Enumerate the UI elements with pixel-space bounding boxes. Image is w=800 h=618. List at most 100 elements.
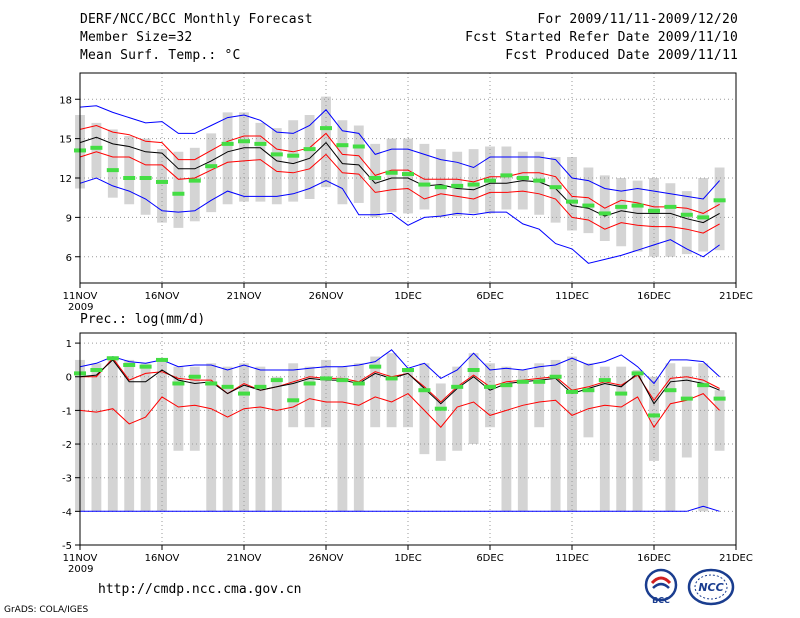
prec-control-marker <box>303 381 316 386</box>
prec-control-marker <box>402 368 414 373</box>
prec-control-marker <box>385 376 398 381</box>
temp-control-marker <box>123 176 136 180</box>
temp-range-bar <box>714 167 725 251</box>
temp-control-marker <box>615 204 628 209</box>
temp-control-marker <box>352 144 365 149</box>
prec-ensemble-min-line <box>80 505 720 512</box>
prec-control-marker <box>336 378 349 383</box>
temp-range-bar <box>632 180 643 252</box>
temp-control-marker <box>369 176 382 180</box>
prec-control-marker <box>320 376 332 381</box>
temp-y-tick-label: 6 <box>66 253 72 264</box>
bcc-logo: BCC <box>644 568 678 605</box>
temp-control-marker <box>680 212 693 217</box>
temp-y-tick-label: 18 <box>59 95 72 106</box>
temp-range-bar <box>370 143 381 218</box>
temp-control-marker <box>156 179 168 184</box>
prec-panel-title: Prec.: log(mm/d) <box>80 312 205 327</box>
source-url[interactable]: http://cmdp.ncc.cma.gov.cn <box>98 582 302 597</box>
temp-x-tick-label: 16NOV <box>145 291 180 302</box>
temp-y-tick-label: 15 <box>59 135 72 146</box>
temp-x-tick-label: 21DEC <box>719 291 753 302</box>
temp-range-bar <box>271 128 282 205</box>
prec-x-tick-label: 16NOV <box>145 553 180 564</box>
temp-control-marker <box>549 185 562 190</box>
member-size-label: Member Size=32 <box>80 30 193 45</box>
temp-x-tick-label: 6DEC <box>476 291 503 302</box>
prec-control-marker <box>123 362 136 367</box>
prec-control-marker <box>221 384 234 389</box>
prec-range-bar <box>501 366 512 512</box>
prec-control-marker <box>434 406 447 411</box>
temp-range-bar <box>550 157 561 223</box>
temp-control-marker <box>221 141 234 146</box>
prec-control-marker <box>713 396 726 401</box>
temp-control-marker <box>484 178 496 183</box>
temp-range-bar <box>173 151 184 228</box>
temp-range-bar <box>534 151 545 215</box>
prec-y-tick-label: -2 <box>62 440 72 451</box>
prec-range-bar <box>370 356 381 428</box>
temp-range-bar <box>353 125 364 203</box>
prec-range-bar <box>517 370 528 512</box>
temp-control-marker <box>303 147 316 152</box>
prec-range-bar <box>386 353 397 428</box>
temp-range-bar <box>468 149 479 214</box>
temp-ensemble-max-line <box>79 105 720 200</box>
temp-control-marker <box>336 143 349 148</box>
prec-y-tick-label: -1 <box>62 406 72 417</box>
temp-control-marker <box>385 170 398 175</box>
prec-range-bar <box>550 359 561 512</box>
prec-range-bar <box>157 359 167 512</box>
temp-control-marker <box>500 173 513 178</box>
prec-range-bar <box>206 363 217 512</box>
prec-control-marker <box>533 379 546 384</box>
prec-range-bar <box>222 366 233 512</box>
prec-range-bar <box>649 376 659 461</box>
forecast-produced-date: Fcst Produced Date 2009/11/11 <box>505 48 738 63</box>
prec-range-bar <box>665 363 676 512</box>
prec-y-tick-label: 1 <box>66 339 72 350</box>
temp-control-marker <box>566 199 578 204</box>
prec-control-marker <box>615 391 628 396</box>
prec-control-marker <box>484 384 496 389</box>
prec-control-marker <box>582 388 595 393</box>
prec-range-bar <box>534 363 545 428</box>
prec-range-bar <box>583 363 594 438</box>
prec-control-marker <box>500 383 513 388</box>
temp-control-marker <box>172 191 185 196</box>
temp-lower-spread-line <box>79 151 720 234</box>
temp-y-tick-label: 9 <box>66 213 72 224</box>
prec-range-bar <box>632 370 643 512</box>
prec-control-marker <box>697 383 710 388</box>
temp-upper-spread-line <box>79 124 720 214</box>
prec-x-tick-label: 21NOV <box>227 553 262 564</box>
prec-range-bar <box>107 356 118 512</box>
prec-x-tick-label: 26NOV <box>309 553 344 564</box>
temp-control-marker <box>238 139 250 144</box>
prec-x-tick-label: 21DEC <box>719 553 753 564</box>
temp-range-bar <box>337 120 348 205</box>
prec-range-bar <box>288 363 299 428</box>
prec-range-bar <box>485 363 495 428</box>
prec-lower-spread-line <box>79 392 720 429</box>
prec-range-bar <box>304 366 315 428</box>
prec-control-marker <box>188 374 201 379</box>
temp-range-bar <box>616 178 627 247</box>
temp-range-bar <box>255 122 266 202</box>
prec-range-bar <box>452 366 463 451</box>
temp-range-bar <box>698 178 709 252</box>
temp-control-marker <box>598 211 611 216</box>
temp-control-marker <box>451 183 464 188</box>
temp-range-bar <box>206 133 217 213</box>
temp-control-marker <box>713 198 726 203</box>
temp-range-bar <box>91 122 102 178</box>
temp-control-marker <box>287 153 300 158</box>
prec-range-bar <box>91 363 102 512</box>
temp-control-marker <box>631 203 644 208</box>
prec-control-marker <box>352 381 365 386</box>
prec-control-marker <box>106 356 119 361</box>
prec-range-bar <box>403 370 413 428</box>
temp-control-marker <box>106 168 119 173</box>
ncc-logo: NCC <box>687 568 735 606</box>
